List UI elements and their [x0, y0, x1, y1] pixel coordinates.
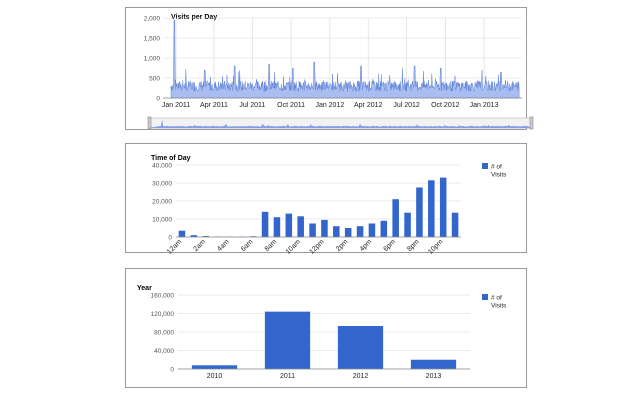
bar: [321, 219, 328, 237]
y-tick-label: 1,000: [144, 56, 161, 63]
bar: [380, 220, 388, 237]
bar: [191, 365, 238, 369]
range-selector-area: [149, 120, 532, 129]
y-tick-label: 30,000: [152, 181, 172, 188]
visits-area: [170, 19, 520, 99]
x-tick-label: Oct 2012: [431, 102, 460, 109]
bar: [264, 311, 311, 369]
y-tick-label: 2,000: [144, 16, 161, 23]
y-tick-label: 120,000: [151, 311, 175, 318]
bar: [285, 213, 293, 237]
y-tick-label: 40,000: [154, 348, 174, 355]
bar: [337, 325, 384, 369]
bar: [368, 223, 376, 237]
bar: [410, 359, 457, 369]
y-tick-label: 20,000: [152, 199, 172, 206]
bar: [273, 217, 281, 237]
x-tick-label: Jan 2013: [470, 102, 499, 109]
x-tick-label: Jul 2011: [239, 102, 265, 109]
range-handle-left[interactable]: [147, 116, 152, 130]
y-tick-label: 0: [156, 96, 160, 103]
x-tick-label: 4pm: [359, 238, 374, 253]
x-tick-label: 12pm: [309, 238, 326, 255]
x-tick-label: 4am: [216, 238, 231, 253]
x-tick-label: Jan 2012: [315, 102, 344, 109]
y-tick-label: 500: [149, 76, 160, 83]
bar: [202, 236, 209, 237]
x-tick-label: 2011: [280, 373, 295, 380]
x-tick-label: 2am: [193, 238, 208, 253]
x-tick-label: 8pm: [406, 238, 421, 253]
x-tick-label: Oct 2011: [277, 102, 305, 109]
legend-label: # of Visits: [491, 295, 507, 310]
x-tick-label: 6am: [240, 238, 255, 253]
chart-title: Year: [137, 285, 152, 292]
x-tick-label: 2pm: [335, 238, 350, 253]
bar: [261, 211, 269, 237]
chart-title: Time of Day: [151, 155, 191, 162]
x-tick-label: 2010: [207, 373, 223, 380]
x-tick-label: 8am: [264, 238, 279, 253]
legend-swatch: [482, 163, 488, 169]
legend-label: # of Visits: [491, 164, 507, 179]
bar: [344, 228, 352, 237]
bar: [297, 216, 304, 237]
bar: [178, 230, 186, 237]
bar: [428, 180, 435, 237]
y-tick-label: 1,500: [144, 36, 161, 43]
bar: [416, 187, 423, 237]
x-tick-label: 2013: [426, 373, 442, 380]
time-of-day-svg: Time of Day40,00030,00020,00010,000012am…: [151, 155, 507, 256]
x-tick-label: 10pm: [427, 238, 444, 255]
x-tick-label: Apr 2011: [200, 102, 228, 109]
y-tick-label: 0: [168, 235, 172, 242]
year-chart: Year 160,000 120,000 80,000 40,000 0 2010 2011 2…: [125, 268, 527, 388]
bar: [356, 226, 364, 237]
legend-swatch: [482, 294, 488, 300]
visits-per-day-chart: Visits per Day 2,000 1,500 1,000 500 0 Jan 201…: [125, 7, 534, 130]
bar: [451, 212, 459, 237]
x-tick-label: 2012: [353, 373, 369, 380]
bar: [439, 177, 447, 237]
bar: [309, 223, 316, 237]
x-tick-label: Jan 2011: [162, 102, 190, 109]
x-tick-label: Jul 2012: [393, 102, 420, 109]
bar: [404, 212, 411, 237]
y-tick-label: 0: [170, 367, 174, 374]
y-tick-label: 80,000: [154, 330, 174, 337]
time-of-day-chart: Time of Day 40,000 30,000 20,000 10,000 0 12am…: [125, 143, 527, 256]
bar: [190, 235, 198, 237]
x-tick-label: 6pm: [383, 238, 398, 253]
y-tick-label: 160,000: [151, 293, 175, 300]
x-tick-label: Apr 2012: [354, 102, 383, 109]
range-handle-right[interactable]: [529, 116, 534, 130]
y-tick-label: 10,000: [152, 217, 172, 224]
y-tick-label: 40,000: [152, 163, 172, 170]
x-tick-label: 10am: [285, 238, 302, 255]
bar: [333, 226, 340, 237]
bar: [392, 199, 399, 237]
chart-title: Visits per Day: [171, 14, 217, 21]
